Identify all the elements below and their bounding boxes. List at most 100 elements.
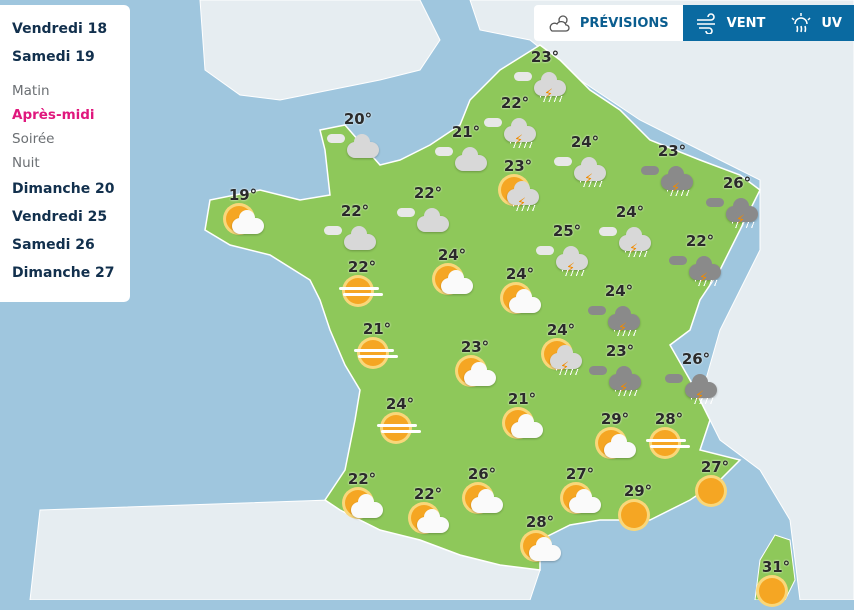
forecast-marker[interactable]: 21°: [435, 123, 496, 175]
tab-previsions[interactable]: PRÉVISIONS: [533, 5, 683, 41]
forecast-marker[interactable]: 23° ⚡: [514, 48, 575, 102]
sun-fog-icon: [337, 276, 387, 310]
cloud-icon: [327, 128, 383, 162]
forecast-marker[interactable]: 24° ⚡: [588, 282, 649, 336]
temperature-label: 26°: [722, 174, 752, 192]
slot-nuit[interactable]: Nuit: [12, 155, 40, 171]
forecast-marker[interactable]: 24°: [370, 395, 430, 447]
layer-tabs: PRÉVISIONS VENT UV: [533, 5, 854, 41]
forecast-marker[interactable]: 27°: [685, 458, 745, 510]
forecast-marker[interactable]: 24° ⚡: [554, 133, 615, 187]
cloud-icon: [324, 220, 380, 254]
forecast-marker[interactable]: 21°: [347, 320, 407, 372]
forecast-marker[interactable]: 23° ⚡: [488, 157, 548, 211]
sun-cloud-icon: [427, 264, 477, 298]
sun-cloud-icon: [590, 428, 640, 462]
temperature-label: 23°: [605, 342, 635, 360]
temperature-label: 24°: [546, 321, 576, 339]
forecast-marker[interactable]: 31°: [746, 558, 806, 610]
forecast-marker[interactable]: 19°: [213, 186, 273, 238]
sun-cloud-icon: [497, 408, 547, 442]
forecast-marker[interactable]: 22°: [398, 485, 458, 537]
forecast-marker[interactable]: 22°: [397, 184, 458, 236]
day-samedi-26[interactable]: Samedi 26: [12, 237, 95, 253]
forecast-marker[interactable]: 20°: [327, 110, 388, 162]
temperature-label: 25°: [552, 222, 582, 240]
forecast-marker[interactable]: 23° ⚡: [589, 342, 650, 396]
temperature-label: 22°: [340, 202, 370, 220]
slot-apres-midi[interactable]: Après-midi: [12, 107, 95, 123]
day-dimanche-27[interactable]: Dimanche 27: [12, 265, 115, 281]
day-vendredi-18[interactable]: Vendredi 18: [12, 21, 108, 37]
forecast-marker[interactable]: 22° ⚡: [484, 94, 545, 148]
temperature-label: 22°: [685, 232, 715, 250]
day-selector: Vendredi 18 Samedi 19 Matin Après-midi S…: [0, 5, 130, 302]
day-dimanche-20[interactable]: Dimanche 20: [12, 181, 115, 197]
forecast-marker[interactable]: 23° ⚡: [641, 142, 702, 196]
sun-fog-icon: [352, 338, 402, 372]
forecast-marker[interactable]: 28°: [510, 513, 570, 565]
forecast-marker[interactable]: 24° ⚡: [599, 203, 660, 257]
slot-soiree[interactable]: Soirée: [12, 131, 55, 147]
forecast-marker[interactable]: 29°: [608, 482, 668, 534]
forecast-marker[interactable]: 26° ⚡: [665, 350, 726, 404]
temperature-label: 29°: [600, 410, 630, 428]
storm-icon: ⚡: [484, 112, 540, 148]
sun-storm-icon: ⚡: [536, 339, 586, 375]
sun-icon: [690, 476, 740, 510]
day-vendredi-25[interactable]: Vendredi 25: [12, 209, 108, 225]
forecast-marker[interactable]: 22°: [324, 202, 385, 254]
temperature-label: 24°: [505, 265, 535, 283]
tab-label: VENT: [726, 15, 766, 31]
storm-icon: ⚡: [554, 151, 610, 187]
temperature-label: 22°: [347, 258, 377, 276]
forecast-marker[interactable]: 21°: [492, 390, 552, 442]
sun-fog-icon: [644, 428, 694, 462]
forecast-marker[interactable]: 22°: [332, 258, 392, 310]
forecast-marker[interactable]: 28°: [639, 410, 699, 462]
dark-storm-icon: ⚡: [641, 160, 697, 196]
temperature-label: 31°: [761, 558, 791, 576]
temperature-label: 26°: [467, 465, 497, 483]
cloud-icon: [435, 141, 491, 175]
forecast-marker[interactable]: 24°: [490, 265, 550, 317]
sun-storm-icon: ⚡: [493, 175, 543, 211]
sun-icon: [751, 576, 801, 610]
forecast-marker[interactable]: 24° ⚡: [531, 321, 591, 375]
uv-icon: [791, 13, 811, 33]
forecast-marker[interactable]: 22°: [332, 470, 392, 522]
cloud-icon: [397, 202, 453, 236]
temperature-label: 22°: [413, 184, 443, 202]
temperature-label: 28°: [525, 513, 555, 531]
forecast-marker[interactable]: 26° ⚡: [706, 174, 767, 228]
forecast-marker[interactable]: 24°: [422, 246, 482, 298]
temperature-label: 22°: [413, 485, 443, 503]
slot-matin[interactable]: Matin: [12, 83, 50, 99]
temperature-label: 24°: [615, 203, 645, 221]
dark-storm-icon: ⚡: [589, 360, 645, 396]
forecast-marker[interactable]: 25° ⚡: [536, 222, 597, 276]
forecast-marker[interactable]: 29°: [585, 410, 645, 462]
temperature-label: 23°: [460, 338, 490, 356]
tab-uv[interactable]: UV: [777, 5, 854, 41]
temperature-label: 24°: [604, 282, 634, 300]
sun-cloud-icon: [555, 483, 605, 517]
temperature-label: 29°: [623, 482, 653, 500]
forecast-marker[interactable]: 27°: [550, 465, 610, 517]
sun-cloud-icon: [218, 204, 268, 238]
sun-fog-icon: [375, 413, 425, 447]
tab-label: UV: [821, 15, 842, 31]
temperature-label: 23°: [503, 157, 533, 175]
dark-storm-icon: ⚡: [665, 368, 721, 404]
forecast-marker[interactable]: 26°: [452, 465, 512, 517]
temperature-label: 22°: [500, 94, 530, 112]
forecast-marker[interactable]: 23°: [445, 338, 505, 390]
tab-vent[interactable]: VENT: [682, 5, 778, 41]
dark-storm-icon: ⚡: [706, 192, 762, 228]
forecast-marker[interactable]: 22° ⚡: [669, 232, 730, 286]
dark-storm-icon: ⚡: [588, 300, 644, 336]
sun-cloud-icon: [450, 356, 500, 390]
temperature-label: 21°: [507, 390, 537, 408]
temperature-label: 24°: [570, 133, 600, 151]
day-samedi-19[interactable]: Samedi 19: [12, 49, 95, 65]
